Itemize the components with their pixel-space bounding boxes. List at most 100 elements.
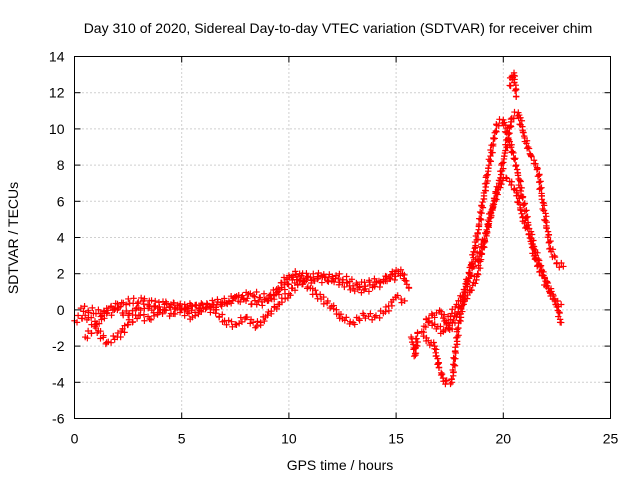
data-marker-track-c bbox=[251, 293, 258, 300]
data-marker-track-f bbox=[463, 295, 471, 302]
data-marker-track-c bbox=[335, 274, 342, 282]
data-marker-track-e bbox=[542, 217, 549, 224]
data-marker-track-d bbox=[511, 156, 518, 163]
data-marker-track-a bbox=[330, 278, 338, 286]
data-marker-track-c bbox=[173, 304, 181, 312]
y-tick-label: 12 bbox=[49, 85, 65, 101]
data-point-track-b bbox=[189, 313, 196, 321]
data-marker-track-a bbox=[132, 305, 140, 313]
data-marker-track-c bbox=[177, 306, 185, 313]
data-marker-track-c bbox=[227, 300, 235, 307]
data-marker-track-c bbox=[219, 299, 226, 306]
data-marker-track-e bbox=[505, 130, 512, 137]
data-marker-track-b bbox=[105, 338, 112, 346]
data-marker-track-b bbox=[159, 310, 166, 318]
data-marker-track-b bbox=[382, 303, 390, 311]
data-marker-track-c bbox=[322, 274, 329, 281]
data-marker-track-c bbox=[148, 297, 155, 304]
data-marker-track-d bbox=[513, 166, 521, 173]
data-marker-track-e bbox=[523, 137, 531, 144]
data-marker-track-f bbox=[555, 308, 563, 316]
data-marker-track-f bbox=[498, 180, 505, 188]
data-marker-track-b bbox=[235, 320, 243, 327]
data-marker-track-e bbox=[558, 259, 565, 267]
data-marker-track-c bbox=[214, 296, 221, 303]
data-marker-track-b bbox=[257, 319, 264, 326]
data-marker-track-f bbox=[448, 325, 456, 333]
data-marker-track-e bbox=[437, 323, 444, 330]
data-marker-track-c bbox=[130, 295, 137, 302]
data-marker-track-b bbox=[97, 328, 104, 335]
data-marker-track-c bbox=[319, 273, 326, 280]
data-marker-track-d bbox=[475, 223, 483, 230]
x-axis-label: GPS time / hours bbox=[287, 457, 394, 473]
data-marker-track-a bbox=[401, 271, 408, 279]
data-marker-track-b bbox=[154, 311, 161, 318]
data-marker-track-d bbox=[420, 328, 427, 336]
data-marker-track-e bbox=[500, 159, 507, 166]
data-point-track-f bbox=[557, 319, 565, 326]
data-marker-track-f bbox=[528, 240, 535, 248]
data-marker-track-d bbox=[485, 161, 493, 169]
y-tick-label: 14 bbox=[49, 49, 65, 65]
data-marker-gap-points bbox=[412, 349, 420, 357]
data-marker-track-b bbox=[287, 292, 294, 299]
data-marker-track-b bbox=[243, 313, 251, 321]
data-marker-track-b bbox=[356, 317, 363, 324]
data-marker-track-d bbox=[443, 377, 450, 384]
data-marker-track-e bbox=[549, 246, 557, 253]
data-marker-track-b bbox=[333, 306, 340, 313]
data-marker-track-c bbox=[170, 299, 177, 306]
data-marker-track-f bbox=[478, 251, 485, 258]
data-marker-track-f bbox=[468, 287, 475, 294]
data-marker-track-e bbox=[517, 114, 524, 121]
data-marker-track-c bbox=[117, 303, 124, 310]
data-marker-track-b bbox=[133, 315, 141, 322]
data-marker-track-b bbox=[341, 317, 349, 324]
data-point-track-a bbox=[360, 286, 368, 294]
data-marker-track-f bbox=[453, 313, 460, 321]
data-point-track-b bbox=[264, 312, 271, 319]
data-marker-track-d bbox=[451, 355, 458, 362]
data-marker-track-c bbox=[198, 300, 205, 307]
data-marker-track-f bbox=[508, 178, 515, 185]
data-marker-track-f bbox=[497, 184, 504, 191]
data-marker-track-b bbox=[336, 315, 343, 322]
data-marker-track-d bbox=[482, 183, 489, 191]
data-marker-track-c bbox=[98, 312, 106, 319]
data-marker-track-d bbox=[484, 177, 491, 185]
data-marker-track-c bbox=[135, 298, 142, 306]
data-point-track-a bbox=[82, 312, 89, 319]
data-marker-track-b bbox=[171, 310, 179, 318]
data-point-track-c bbox=[161, 301, 168, 308]
y-tick-label: 6 bbox=[57, 193, 65, 209]
data-marker-track-d bbox=[448, 375, 455, 383]
data-marker-track-c bbox=[343, 273, 350, 280]
data-marker-track-d bbox=[523, 207, 530, 214]
data-marker-track-c bbox=[206, 303, 213, 310]
data-marker-track-d bbox=[473, 236, 480, 244]
data-marker-track-d bbox=[521, 207, 529, 215]
data-marker-track-b bbox=[191, 312, 199, 319]
data-point-track-b bbox=[401, 297, 408, 305]
data-marker-track-b bbox=[141, 317, 148, 324]
data-marker-track-f bbox=[472, 280, 479, 287]
data-marker-track-c bbox=[188, 307, 195, 314]
data-marker-track-e bbox=[545, 231, 553, 238]
data-marker-track-e bbox=[551, 252, 558, 259]
data-marker-track-d bbox=[478, 202, 485, 210]
data-marker-track-c bbox=[177, 300, 184, 308]
data-marker-track-e bbox=[520, 129, 527, 136]
data-marker-track-e bbox=[537, 185, 544, 192]
data-marker-track-e bbox=[519, 123, 526, 130]
data-marker-track-d bbox=[469, 251, 476, 259]
data-marker-track-d bbox=[517, 178, 524, 185]
y-axis-label: SDTVAR / TECUs bbox=[5, 182, 21, 294]
data-marker-track-d bbox=[451, 362, 459, 369]
data-marker-track-f bbox=[530, 245, 537, 252]
data-marker-track-e bbox=[536, 171, 543, 178]
data-marker-track-c bbox=[356, 284, 363, 291]
data-point-track-c bbox=[182, 304, 190, 312]
data-marker-track-c bbox=[298, 272, 305, 279]
data-marker-track-c bbox=[324, 277, 331, 284]
